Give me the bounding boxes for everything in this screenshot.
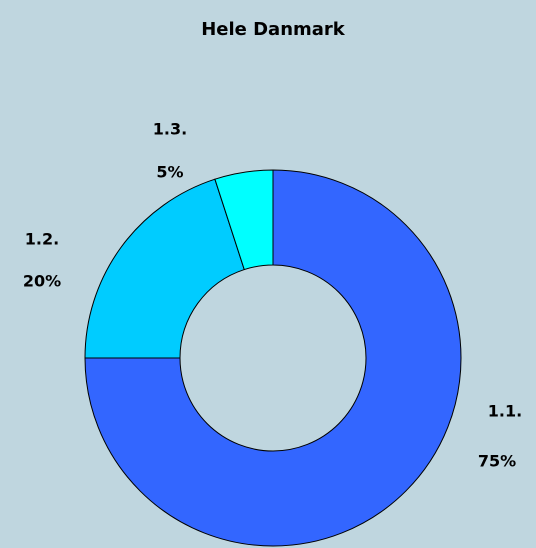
slice-label: 1.2. — [25, 230, 59, 249]
value-label: 20% — [23, 272, 61, 291]
donut-slice — [214, 169, 274, 271]
donut-slice — [84, 178, 245, 359]
value-label: 5% — [156, 163, 183, 182]
chart-title: Hele Danmark — [201, 19, 346, 40]
slice-label: 1.1. — [488, 402, 522, 421]
slice-label: 1.3. — [153, 120, 187, 139]
value-label: 75% — [478, 452, 516, 471]
donut-slice — [84, 169, 462, 547]
